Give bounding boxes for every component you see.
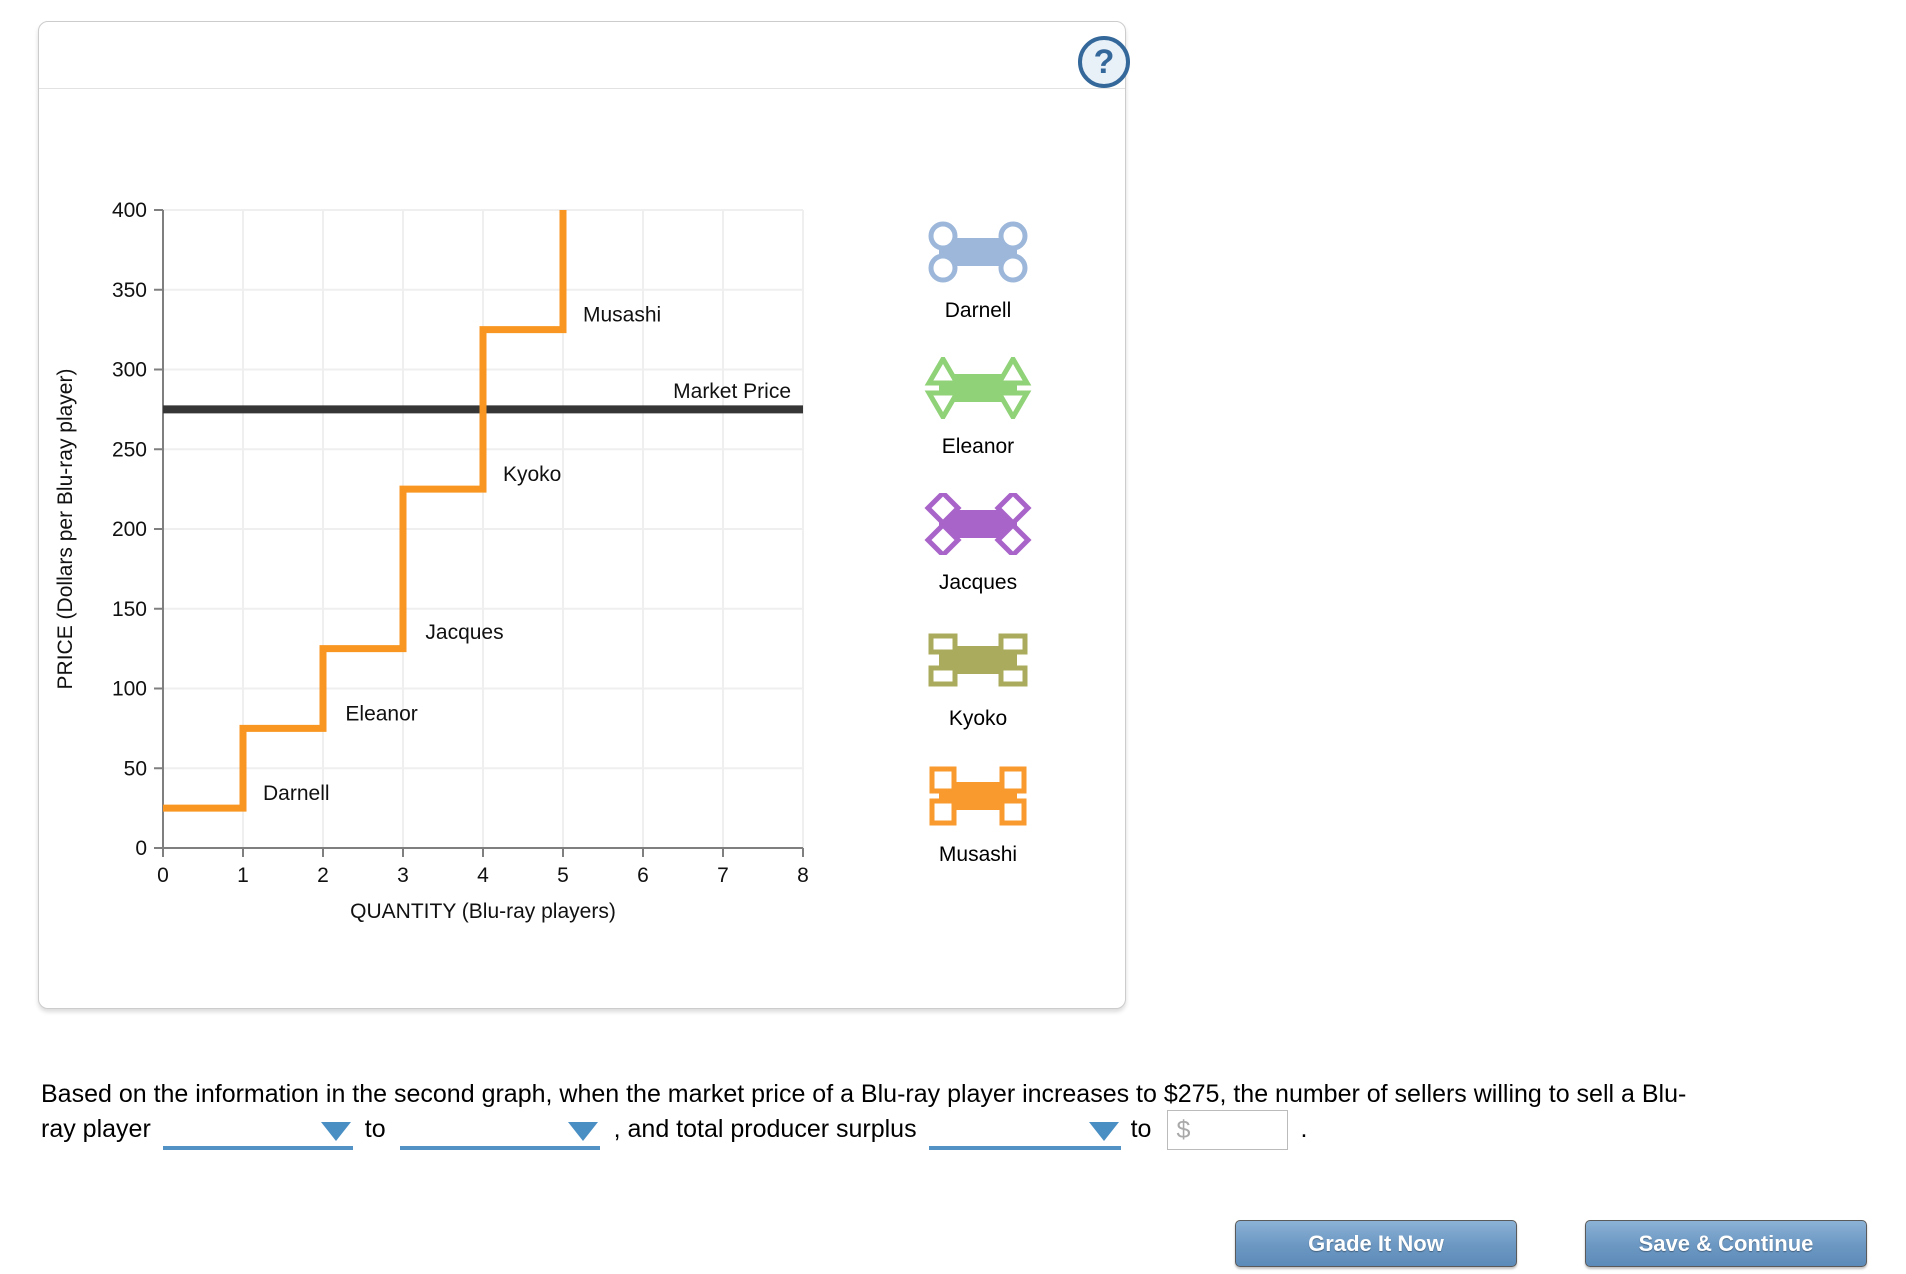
sellers-count-from-dropdown[interactable] [162,1110,353,1150]
y-tick-label: 300 [112,359,147,382]
save-and-continue-button[interactable]: Save & Continue [1585,1220,1867,1267]
x-tick-label: 7 [717,864,729,887]
surplus-amount-input[interactable] [1194,1116,1275,1144]
legend-label: Musashi [938,843,1018,866]
curve-label-kyoko: Kyoko [503,463,561,486]
jacques-drag-segment[interactable] [923,493,1033,555]
supply-step-curve[interactable] [163,210,567,812]
x-tick-label: 0 [157,864,169,887]
eleanor-drag-segment[interactable] [923,357,1033,419]
question-segment: to [1130,1115,1152,1143]
curve-label-eleanor: Eleanor [345,702,417,725]
curve-label-darnell: Darnell [263,782,330,805]
legend-label: Kyoko [948,707,1008,730]
y-axis-title: PRICE (Dollars per Blu-ray player) [54,369,77,690]
question-segment: ray player [41,1115,151,1143]
supply-step-chart[interactable]: 0 50 100 150 200 250 300 350 400 0 1 2 3 4 5 6 7 8 QUANTIT… [40,150,870,962]
dollar-sign-prefix: $ [1176,1115,1191,1144]
legend-item-musashi: Musashi [923,765,1033,867]
producer-surplus-dropdown[interactable] [928,1110,1121,1150]
y-tick-label: 50 [124,757,147,780]
x-tick-label: 8 [797,864,809,887]
darnell-drag-segment[interactable] [923,221,1033,283]
legend-item-darnell: Darnell [923,221,1033,323]
x-tick-label: 3 [397,864,409,887]
legend-label: Jacques [938,571,1018,594]
x-tick-label: 1 [237,864,249,887]
sellers-count-to-dropdown[interactable] [399,1110,600,1150]
question-text-line1: Based on the information in the second g… [41,1080,1687,1108]
legend-label: Eleanor [941,435,1015,458]
legend-label: Darnell [944,299,1012,322]
help-icon[interactable]: ? [1078,36,1130,88]
legend-item-kyoko: Kyoko [923,629,1033,731]
legend-item-eleanor: Eleanor [923,357,1033,459]
y-tick-label: 350 [112,279,147,302]
question-segment: , and total producer surplus [613,1115,917,1143]
chevron-down-icon [567,1122,598,1141]
y-tick-label: 0 [135,837,147,860]
curve-label-jacques: Jacques [425,621,503,644]
legend-item-jacques: Jacques [923,493,1033,595]
curve-label-market-price: Market Price [673,380,791,403]
y-tick-label: 150 [112,598,147,621]
grade-it-now-button[interactable]: Grade It Now [1235,1220,1517,1267]
y-tick-label: 400 [112,199,147,222]
x-tick-label: 5 [557,864,569,887]
kyoko-drag-segment[interactable] [923,629,1033,691]
chevron-down-icon [320,1122,351,1141]
y-tick-label: 100 [112,678,147,701]
question-text-line2: ray player to , and total producer surpl… [41,1110,1906,1150]
chevron-down-icon [1088,1122,1119,1141]
musashi-drag-segment[interactable] [923,765,1033,827]
question-segment: to [364,1115,386,1143]
question-segment: . [1300,1115,1308,1143]
y-tick-label: 200 [112,518,147,541]
y-tick-label: 250 [112,438,147,461]
x-tick-label: 2 [317,864,329,887]
panel-divider [39,88,1125,89]
seller-legend: Darnell Eleanor Jacques Kyoko Musashi [903,221,1053,901]
x-tick-label: 4 [477,864,489,887]
x-tick-label: 6 [637,864,649,887]
x-axis-title: QUANTITY (Blu-ray players) [350,900,616,923]
surplus-amount-field[interactable]: $ [1167,1110,1289,1150]
curve-label-musashi: Musashi [583,304,661,327]
